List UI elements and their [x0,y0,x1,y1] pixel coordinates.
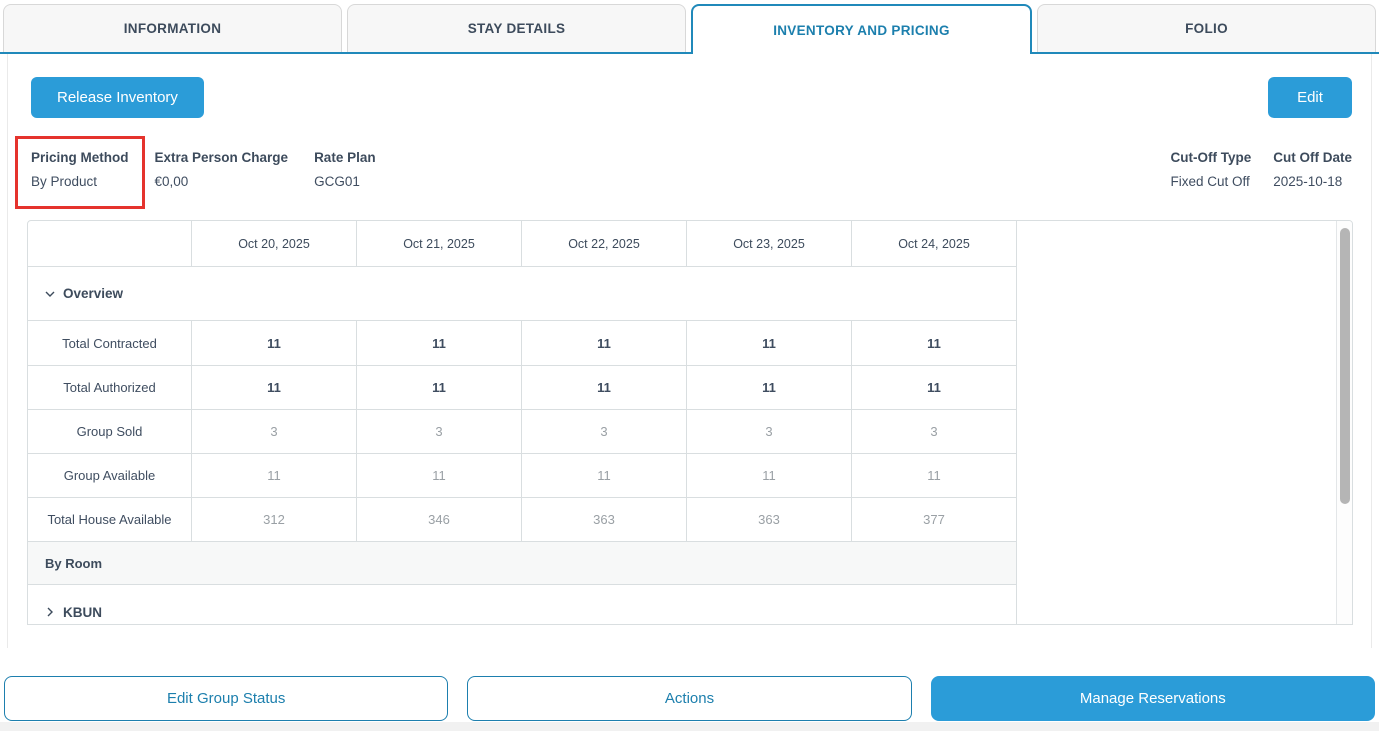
room-row-kbun[interactable]: KBUN [28,585,1016,624]
extra-person-charge-field: Extra Person Charge €0,00 [155,150,289,189]
table-header-row: Oct 20, 2025 Oct 21, 2025 Oct 22, 2025 O… [28,221,1016,267]
scrollbar-thumb[interactable] [1339,228,1350,504]
table-row-group-sold: Group Sold 3 3 3 3 3 [28,410,1016,454]
cell-value: 11 [686,321,851,365]
summary-left-fields: Pricing Method By Product Extra Person C… [15,136,376,209]
pricing-method-label: Pricing Method [31,150,129,165]
tab-underline [0,52,1379,54]
extra-person-charge-label: Extra Person Charge [154,150,289,165]
column-header-date: Oct 22, 2025 [521,221,686,266]
cell-value: 11 [851,454,1016,497]
column-header-date: Oct 21, 2025 [356,221,521,266]
column-header-date: Oct 20, 2025 [191,221,356,266]
manage-reservations-button[interactable]: Manage Reservations [930,676,1375,721]
cell-value: 363 [686,498,851,541]
overview-section-row[interactable]: Overview [28,267,1016,321]
table-row-total-contracted: Total Contracted 11 11 11 11 11 [28,321,1016,366]
chevron-right-icon [44,606,56,618]
corner-cell [28,221,191,266]
row-label: Total Authorized [63,380,156,395]
cell-value: 11 [356,454,521,497]
tab-inventory-and-pricing[interactable]: INVENTORY AND PRICING [691,4,1032,54]
cell-value: 363 [521,498,686,541]
cut-off-type-field: Cut-Off Type Fixed Cut Off [1171,150,1252,189]
cut-off-date-label: Cut Off Date [1273,150,1352,165]
row-label: Group Sold [76,424,143,439]
footer-strip [0,722,1379,731]
cell-value: 3 [356,410,521,453]
cell-value: 11 [356,321,521,365]
cell-value: 377 [851,498,1016,541]
pricing-method-value: By Product [31,174,98,189]
release-inventory-button[interactable]: Release Inventory [31,77,204,118]
row-label: Group Available [63,468,156,483]
rate-plan-label: Rate Plan [314,150,376,165]
cell-value: 11 [686,454,851,497]
bottom-action-bar: Edit Group Status Actions Manage Reserva… [4,676,1375,721]
cell-value: 3 [521,410,686,453]
cell-value: 11 [191,366,356,409]
cell-value: 11 [851,366,1016,409]
tab-folio[interactable]: FOLIO [1037,4,1376,52]
rate-plan-value: GCG01 [314,174,360,189]
chevron-down-icon [44,288,56,300]
extra-person-charge-value: €0,00 [154,174,189,189]
tab-information[interactable]: INFORMATION [3,4,342,52]
cell-value: 11 [191,454,356,497]
cell-value: 11 [521,366,686,409]
cut-off-date-field: Cut Off Date 2025-10-18 [1273,150,1352,189]
cell-value: 11 [851,321,1016,365]
cell-value: 3 [191,410,356,453]
cell-value: 312 [191,498,356,541]
inventory-and-pricing-panel: Release Inventory Edit Pricing Method By… [7,54,1372,648]
table-row-group-available: Group Available 11 11 11 11 11 [28,454,1016,498]
tab-bar: INFORMATION STAY DETAILS INVENTORY AND P… [0,0,1379,54]
cell-value: 11 [191,321,356,365]
column-header-date: Oct 23, 2025 [686,221,851,266]
by-room-section-label: By Room [45,555,103,571]
summary-right-fields: Cut-Off Type Fixed Cut Off Cut Off Date … [1171,150,1353,189]
pricing-method-field-highlight-box: Pricing Method By Product [15,136,145,209]
rate-plan-field: Rate Plan GCG01 [314,150,376,189]
cut-off-type-label: Cut-Off Type [1170,150,1252,165]
summary-row: Pricing Method By Product Extra Person C… [8,136,1371,209]
overview-section-label: Overview [63,286,124,301]
tab-stay-details[interactable]: STAY DETAILS [347,4,686,52]
row-label: Total Contracted [62,335,157,351]
cell-value: 346 [356,498,521,541]
cell-value: 3 [851,410,1016,453]
inventory-table-grid: Oct 20, 2025 Oct 21, 2025 Oct 22, 2025 O… [28,221,1017,624]
column-header-date: Oct 24, 2025 [851,221,1016,266]
cell-value: 11 [356,366,521,409]
actions-button[interactable]: Actions [467,676,912,721]
edit-group-status-button[interactable]: Edit Group Status [4,676,449,721]
cell-value: 11 [521,454,686,497]
cell-value: 11 [686,366,851,409]
toolbar: Release Inventory Edit [8,54,1371,118]
cell-value: 3 [686,410,851,453]
table-row-total-house-available: Total House Available 312 346 363 363 37… [28,498,1016,542]
inventory-table: Oct 20, 2025 Oct 21, 2025 Oct 22, 2025 O… [27,220,1353,625]
by-room-section-row: By Room [28,542,1016,585]
cut-off-date-value: 2025-10-18 [1273,174,1343,189]
row-label: Total House Available [47,512,172,527]
vertical-scrollbar[interactable] [1336,221,1352,624]
room-code-label: KBUN [63,604,102,620]
table-row-total-authorized: Total Authorized 11 11 11 11 11 [28,366,1016,410]
cut-off-type-value: Fixed Cut Off [1170,174,1250,189]
cell-value: 11 [521,321,686,365]
edit-button[interactable]: Edit [1268,77,1352,118]
